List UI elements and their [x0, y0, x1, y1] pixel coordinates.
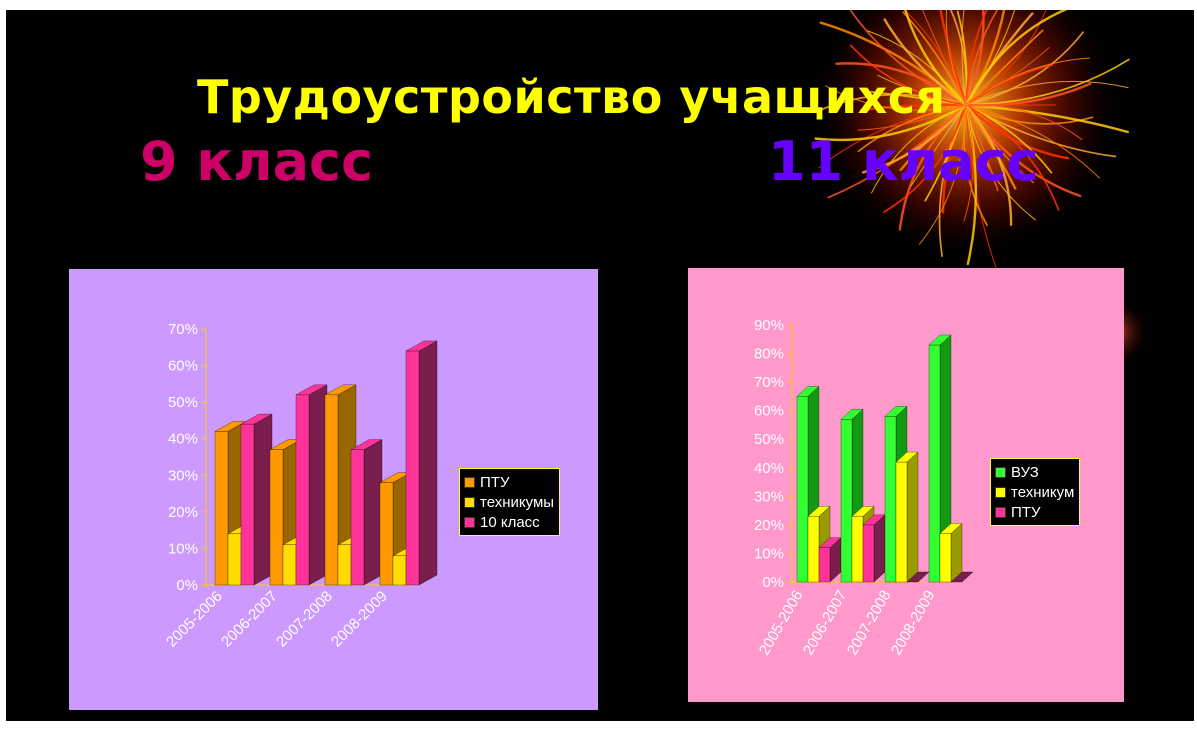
bar-front — [350, 449, 365, 586]
slide-title: Трудоустройство учащихся — [197, 70, 946, 124]
legend-swatch — [464, 496, 475, 508]
legend-swatch — [995, 506, 1006, 518]
legend-swatch — [995, 466, 1006, 478]
bar-front — [269, 449, 284, 586]
bar-top — [796, 386, 820, 397]
legend-item: ПТУ — [464, 472, 554, 492]
bar-техникум-2008-2009 — [939, 523, 963, 583]
legend-label: ПТУ — [480, 473, 510, 491]
bar-front — [840, 419, 853, 583]
bar-side — [873, 514, 886, 583]
chart-grade-11: 0% 10% 20% 30% 40% 50% 60% 70% 80% 90% 2005-2006 20… — [688, 268, 1124, 702]
legend-grade-11: ВУЗ техникум ПТУ — [990, 458, 1081, 526]
bar-top — [324, 384, 357, 395]
legend-item: ПТУ — [995, 502, 1074, 522]
legend-swatch — [464, 476, 475, 488]
y-tick-label: 50% — [168, 394, 198, 411]
bar-front — [796, 396, 809, 583]
legend-item: 10 класс — [464, 512, 554, 532]
bar-10 класс-2005-2006 — [240, 413, 273, 586]
y-tick-label: 0% — [762, 574, 784, 591]
bar-10 класс-2006-2007 — [295, 384, 328, 586]
y-tick-label: 40% — [754, 460, 784, 477]
bar-side — [906, 451, 919, 583]
legend-label: 10 класс — [480, 513, 540, 531]
y-tick-label: 50% — [754, 431, 784, 448]
y-tick-label: 10% — [168, 540, 198, 557]
bar-top — [240, 413, 273, 425]
bar-ВУЗ-2008-2009 — [928, 334, 952, 583]
legend-swatch — [995, 486, 1006, 498]
y-tick-label: 20% — [754, 517, 784, 534]
bar-front — [392, 555, 407, 586]
bar-front — [227, 533, 242, 586]
chart-grade-9: 0% 10% 20% 30% 40% 50% 60% 70% 2005-2006 2006-200… — [69, 269, 598, 710]
bar-front — [939, 533, 952, 583]
bar-front — [405, 350, 420, 586]
bar-front — [818, 547, 831, 583]
legend-item: техникум — [995, 482, 1074, 502]
bar-side — [950, 523, 963, 583]
bar-top — [840, 409, 864, 420]
legend-item: техникумы — [464, 492, 554, 512]
bar-ПТУ-2005-2006 — [818, 537, 842, 583]
legend-label: ВУЗ — [1011, 463, 1039, 481]
subtitle-grade-9: 9 класс — [140, 130, 374, 193]
y-tick-label: 70% — [168, 321, 198, 338]
bar-10 класс-2007-2008 — [350, 439, 383, 586]
y-tick-label: 30% — [168, 467, 198, 484]
subtitle-grade-11: 11 класс — [768, 130, 1039, 193]
bar-top — [928, 334, 952, 346]
bar-ПТУ-2006-2007 — [862, 514, 886, 583]
y-tick-label: 60% — [754, 403, 784, 420]
bar-10 класс-2008-2009 — [405, 340, 438, 586]
bar-front — [282, 544, 297, 586]
y-tick-label: 40% — [168, 431, 198, 448]
legend-grade-9: ПТУ техникумы 10 класс — [459, 468, 561, 536]
bar-top — [295, 384, 328, 395]
bar-front — [928, 344, 941, 583]
bar-front — [295, 394, 310, 586]
legend-swatch — [464, 516, 475, 528]
slide: Трудоустройство учащихся 9 класс 11 клас… — [6, 10, 1194, 721]
legend-label: техникумы — [480, 493, 555, 511]
bar-front — [240, 423, 255, 586]
bar-ПТУ-2008-2009 — [950, 571, 974, 583]
bar-техникум-2007-2008 — [895, 451, 919, 583]
bar-top — [939, 523, 963, 534]
bar-top — [807, 506, 831, 517]
y-tick-label: 10% — [754, 545, 784, 562]
y-tick-label: 0% — [176, 577, 198, 594]
legend-label: техникум — [1011, 483, 1075, 501]
y-tick-label: 30% — [754, 488, 784, 505]
y-tick-label: 60% — [168, 358, 198, 375]
y-tick-label: 70% — [754, 374, 784, 391]
bar-front — [337, 544, 352, 586]
y-tick-label: 90% — [754, 317, 784, 334]
legend-label: ПТУ — [1011, 503, 1041, 521]
bar-front — [884, 416, 897, 583]
bar-front — [324, 394, 339, 586]
bar-side — [363, 439, 383, 586]
legend-item: ВУЗ — [995, 462, 1074, 482]
bar-side — [308, 384, 328, 586]
bar-side — [418, 340, 438, 586]
bar-front — [214, 431, 229, 586]
bar-front — [851, 516, 864, 583]
y-tick-label: 20% — [168, 504, 198, 521]
bar-front — [895, 461, 908, 583]
bar-front — [379, 482, 394, 586]
bar-front — [862, 524, 875, 583]
bar-top — [350, 439, 383, 450]
y-tick-label: 80% — [754, 346, 784, 363]
bar-top — [851, 506, 875, 517]
bar-top — [884, 406, 908, 417]
bar-top — [895, 451, 919, 463]
bar-front — [807, 516, 820, 583]
firework-decoration — [814, 10, 1146, 364]
bar-top — [405, 340, 438, 352]
bar-floor — [950, 571, 974, 583]
bar-side — [253, 413, 273, 586]
